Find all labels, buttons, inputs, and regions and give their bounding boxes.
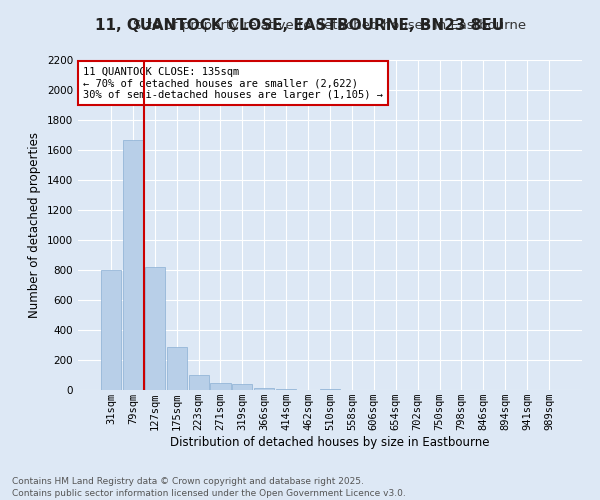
Y-axis label: Number of detached properties: Number of detached properties [28, 132, 41, 318]
Bar [276, 389, 296, 390]
Bar [254, 388, 274, 390]
Bar [320, 389, 340, 390]
Bar [188, 375, 209, 390]
Bar [211, 383, 230, 390]
Text: Contains HM Land Registry data © Crown copyright and database right 2025.
Contai: Contains HM Land Registry data © Crown c… [12, 476, 406, 498]
Bar [101, 270, 121, 390]
X-axis label: Distribution of detached houses by size in Eastbourne: Distribution of detached houses by size … [170, 436, 490, 449]
Text: 11 QUANTOCK CLOSE: 135sqm
← 70% of detached houses are smaller (2,622)
30% of se: 11 QUANTOCK CLOSE: 135sqm ← 70% of detac… [83, 66, 383, 100]
Bar [232, 384, 253, 390]
Bar [145, 267, 165, 390]
Bar [167, 346, 187, 390]
Title: Size of property relative to detached houses in Eastbourne: Size of property relative to detached ho… [133, 20, 527, 32]
Text: 11, QUANTOCK CLOSE, EASTBOURNE, BN23 8EU: 11, QUANTOCK CLOSE, EASTBOURNE, BN23 8EU [95, 18, 505, 32]
Bar [123, 140, 143, 390]
